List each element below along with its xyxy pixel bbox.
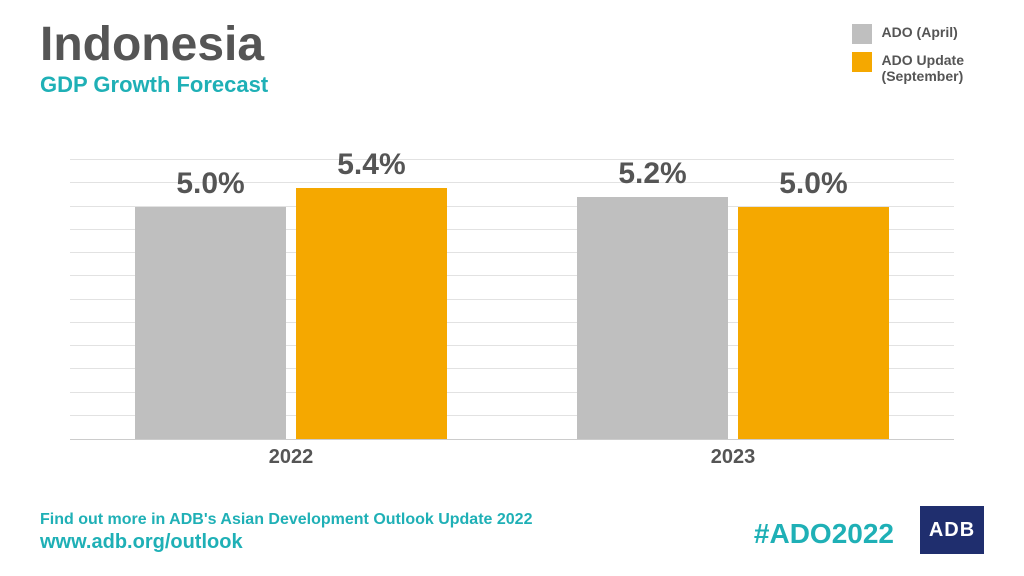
bar-value-label: 5.0% [176, 167, 244, 201]
footer: Find out more in ADB's Asian Development… [40, 511, 532, 554]
bar [577, 197, 727, 439]
legend-label: ADO Update(September) [882, 52, 964, 84]
adb-logo: ADB [920, 506, 984, 554]
chart-xaxis: 2022 2023 [70, 440, 954, 470]
chart-plot: 5.0%5.4%5.2%5.0% [70, 160, 954, 440]
bar [296, 188, 446, 439]
footer-url: www.adb.org/outlook [40, 531, 532, 554]
xaxis-label: 2023 [711, 446, 756, 469]
bar-value-label: 5.0% [779, 167, 847, 201]
logo-text: ADB [929, 519, 975, 542]
page-title: Indonesia [40, 20, 268, 70]
page-subtitle: GDP Growth Forecast [40, 72, 268, 98]
legend-swatch [852, 24, 872, 44]
bar [135, 207, 285, 440]
xaxis-label: 2022 [269, 446, 314, 469]
bar-chart: 5.0%5.4%5.2%5.0% 20222023 [70, 160, 954, 470]
legend-swatch [852, 52, 872, 72]
legend-label: ADO (April) [882, 24, 958, 40]
gridline [70, 159, 954, 160]
legend-item-ado-april: ADO (April) [852, 24, 964, 44]
bar [738, 207, 888, 440]
hashtag: #ADO2022 [754, 518, 894, 550]
legend-item-ado-update: ADO Update(September) [852, 52, 964, 84]
chart-legend: ADO (April) ADO Update(September) [852, 24, 964, 92]
footer-text: Find out more in ADB's Asian Development… [40, 511, 532, 529]
bar-value-label: 5.2% [618, 157, 686, 191]
header: Indonesia GDP Growth Forecast [40, 20, 268, 98]
bar-value-label: 5.4% [337, 148, 405, 182]
